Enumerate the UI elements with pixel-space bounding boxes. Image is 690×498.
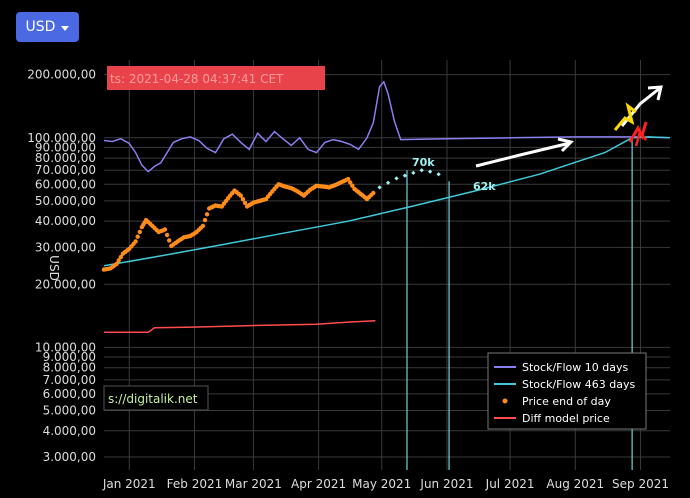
price-marker: [162, 227, 168, 232]
x-tick-label: May 2021: [352, 477, 411, 491]
watermark-label: s://digitalik.net: [108, 392, 198, 406]
x-tick-label: Jun 2021: [419, 477, 473, 491]
projection-dot: [411, 170, 416, 176]
projection-dot: [394, 176, 399, 181]
x-tick-label: Apr 2021: [291, 477, 346, 491]
series-line-1: [103, 136, 671, 267]
white-arrow-icon: [475, 141, 571, 168]
legend: Stock/Flow 10 days Stock/Flow 463 days P…: [487, 352, 647, 430]
price-marker: [202, 217, 208, 223]
y-tick-label: 9.000,00: [43, 350, 96, 364]
x-tick-label: Feb 2021: [167, 477, 223, 491]
projection-dot: [402, 173, 408, 178]
y-tick-label: 60.000,00: [35, 177, 96, 191]
x-tick-label: Mar 2021: [225, 477, 282, 491]
caret-down-icon: [61, 25, 70, 31]
projection-dot: [377, 185, 382, 190]
timestamp-box: ts: 2021-04-28 04:37:41 CET: [107, 66, 325, 90]
y-tick-label: 50.000,00: [35, 194, 96, 208]
price-marker: [116, 258, 121, 263]
annotation-70k: 70k: [412, 156, 435, 169]
annotation-62k: 62k: [473, 180, 496, 193]
price-marker: [238, 193, 243, 198]
x-tick-label: Aug 2021: [546, 477, 604, 491]
grid: [104, 60, 670, 470]
y-tick-label: 200.000,00: [27, 68, 96, 82]
series-line-3: [104, 319, 376, 334]
price-marker: [345, 176, 351, 182]
y-tick-label: 10.000,00: [35, 340, 96, 354]
y-tick-label: 80.000,00: [35, 151, 96, 165]
legend-item-price[interactable]: Price end of day: [502, 395, 612, 408]
axes: 3.000,00 4.000,00 5.000,00 6.000,007.000,00…: [27, 68, 669, 491]
series-layer: [101, 80, 671, 334]
watermark-border: [103, 385, 209, 411]
price-marker: [371, 190, 376, 196]
y-tick-label: 70.000,00: [35, 163, 96, 177]
legend-label-sf463: Stock/Flow 463 days: [522, 378, 635, 391]
watermark-box: s://digitalik.net: [103, 385, 209, 411]
legend-label-price: Price end of day: [522, 395, 611, 408]
price-marker: [118, 254, 124, 260]
series-line-0: [103, 80, 671, 173]
y-tick-label: 8.000,00: [43, 361, 96, 375]
y-tick-label: 100.000,00: [27, 131, 96, 145]
legend-item-diff[interactable]: Diff model price: [494, 412, 610, 425]
x-tick-label: Jul 2021: [485, 477, 535, 491]
price-marker: [348, 180, 353, 185]
y-axis-label: USD: [47, 255, 61, 281]
price-marker: [133, 239, 138, 244]
y-tick-label: 30.000,00: [35, 240, 96, 254]
y-tick-label: 90.000,00: [35, 140, 96, 154]
price-marker: [167, 238, 172, 243]
white-arrowhead-icon: [557, 137, 574, 153]
projection-dot: [385, 180, 391, 185]
price-marker: [114, 261, 119, 267]
x-tick-label: Jan 2021: [102, 477, 156, 491]
y-tick-label: 5.000,00: [43, 403, 96, 417]
legend-item-sf463[interactable]: Stock/Flow 463 days: [494, 378, 635, 391]
yellow-arrow-icon: [613, 102, 637, 131]
y-tick-label: 20.000,00: [35, 277, 96, 291]
projection-dot: [436, 172, 441, 177]
price-marker: [350, 183, 355, 188]
legend-item-sf10[interactable]: Stock/Flow 10 days: [494, 361, 628, 374]
legend-label-sf10: Stock/Flow 10 days: [522, 361, 628, 374]
price-marker: [137, 229, 142, 235]
legend-box: [487, 352, 647, 430]
price-marker: [164, 232, 170, 238]
timestamp-background: [107, 66, 325, 90]
price-marker: [242, 200, 248, 206]
projection-dot: [427, 169, 433, 174]
legend-label-diff: Diff model price: [522, 412, 610, 425]
projection-dot: [419, 168, 424, 173]
annotation-layer: [377, 168, 441, 190]
price-marker: [240, 197, 246, 202]
y-tick-label: 40.000,00: [35, 214, 96, 228]
currency-dropdown-button[interactable]: USD: [16, 12, 79, 42]
price-marker: [200, 223, 206, 229]
x-tick-label: Sep 2021: [612, 477, 669, 491]
y-tick-label: 4.000,00: [43, 424, 96, 438]
price-marker: [204, 212, 210, 217]
y-tick-label: 6.000,00: [43, 387, 96, 401]
y-tick-label: 3.000,00: [43, 450, 96, 464]
currency-label: USD: [25, 19, 56, 35]
red-arrow-small-icon: [634, 129, 647, 147]
legend-swatch-price: [502, 398, 508, 404]
timestamp-label: ts: 2021-04-28 04:37:41 CET: [110, 72, 284, 86]
y-tick-label: 7.000,00: [43, 373, 96, 387]
price-marker: [135, 234, 140, 239]
drawn-arrows: [475, 85, 663, 168]
white-arrowhead-upper-icon: [647, 85, 663, 101]
